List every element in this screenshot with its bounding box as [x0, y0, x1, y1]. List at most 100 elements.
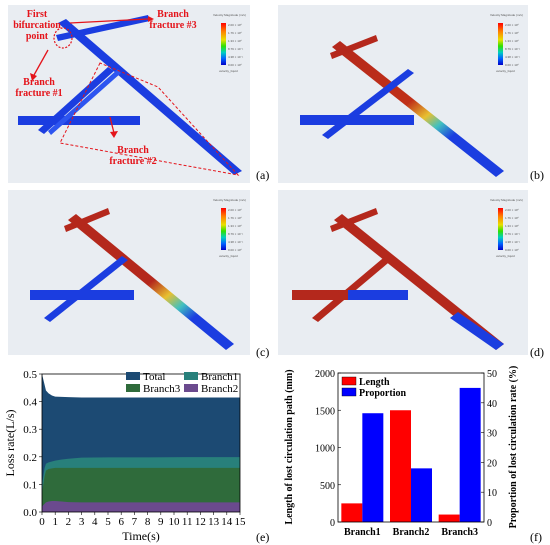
panel-c-simulation: Velocity Magnitude (m/s) 2.00 × 10⁰ 1.76…: [8, 190, 250, 355]
colorbar-tick: 4.38 × 10⁻¹: [505, 240, 520, 244]
branch-fracture-2-shape: [18, 116, 140, 125]
colorbar-tick: 4.38 × 10⁻¹: [505, 55, 520, 59]
x-tick-label: 15: [235, 516, 247, 528]
bifurcation-circle: [53, 27, 73, 49]
y-right-tick-label: 0: [487, 518, 492, 529]
colorbar-var: velocity_liquid: [496, 69, 515, 73]
bar-proportion-branch2: [411, 468, 432, 522]
bar-proportion-branch1: [362, 413, 384, 522]
branch-fracture-2-hot: [292, 290, 348, 300]
bar-series-group: [341, 387, 481, 522]
y-tick-label: 0.5: [23, 369, 37, 381]
annotation-first-bifurcation: First bifurcation point: [13, 9, 61, 42]
colorbar-tick: 8.79 × 10⁻¹: [505, 47, 520, 51]
x-tick-label: Branch3: [441, 527, 478, 538]
legend-swatch-branch3: [126, 384, 140, 392]
colorbar-c: [221, 208, 226, 250]
x-tick-label: 5: [105, 516, 111, 528]
area-branch3: [42, 467, 240, 512]
x-tick-label: 14: [221, 516, 233, 528]
main-fracture: [58, 19, 242, 175]
panel-label-d: (d): [530, 345, 544, 359]
y-left-tick-label: 1000: [315, 444, 335, 455]
x-tick-label: 0: [39, 516, 45, 528]
colorbar-tick: 2.00 × 10⁰: [505, 23, 520, 27]
x-tick-label: 10: [169, 516, 181, 528]
branch-fracture-2-shape: [300, 115, 414, 125]
legend-label-branch2: Branch2: [201, 383, 238, 395]
legend-swatch-length: [341, 376, 357, 386]
colorbar-tick: 1.33 × 10⁰: [228, 224, 243, 228]
y-tick-label: 0.0: [23, 507, 37, 519]
colorbar-d: [498, 208, 503, 250]
colorbar-var: velocity_liquid: [219, 69, 238, 73]
colorbar-tick: 8.79 × 10⁻¹: [505, 232, 520, 236]
x-tick-label: 9: [158, 516, 164, 528]
branch-fracture-3-shape: [56, 15, 150, 41]
colorbar-title-b: Velocity Magnitude (m/s): [490, 13, 523, 17]
fracture-network-d: Velocity Magnitude (m/s) 2.00 × 10⁰ 1.76…: [292, 198, 523, 350]
colorbar-tick: 1.33 × 10⁰: [228, 39, 243, 43]
colorbar-a: [221, 23, 226, 65]
x-tick-label: Branch1: [344, 527, 381, 538]
x-tick-label: 8: [145, 516, 151, 528]
branch-fracture-1-shape: [322, 69, 414, 139]
y-axis-right-title: Proportion of lost circulation rate (%): [508, 366, 519, 529]
legend-label-length: Length: [359, 377, 390, 388]
y-right-tick-label: 50: [487, 369, 497, 380]
legend-label-branch3: Branch3: [143, 383, 181, 395]
legend-label-total: Total: [143, 371, 165, 383]
y-tick-label: 0.2: [23, 452, 37, 464]
loss-rate-chart: 0 1 2 3 4 5 6 7 8 9 10 11 12 13 14 150.00.10.20.30.40.5…: [3, 369, 246, 543]
y-right-tick-label: 40: [487, 399, 497, 410]
panel-label-b: (b): [530, 168, 544, 182]
panel-d-simulation: Velocity Magnitude (m/s) 2.00 × 10⁰ 1.76…: [278, 190, 528, 355]
x-tick-label: 1: [52, 516, 58, 528]
y-left-tick-label: 1500: [315, 406, 335, 417]
axis-ticks: 0 1 2 3 4 5 6 7 8 9 10 11 12 13 14 150.00.10.20.30.40.5: [23, 369, 246, 528]
colorbar-tick: 1.76 × 10⁰: [228, 216, 243, 220]
branch-fracture-3-shape: [64, 208, 110, 232]
fracture-network-a: Velocity Magnitude (m/s) 2.00 × 10⁰ 1.76…: [18, 13, 246, 176]
bar-proportion-branch3: [459, 387, 481, 522]
bar-length-branch3: [438, 514, 460, 522]
annotation-branch1: Branch fracture #1: [15, 77, 63, 99]
annotation-branch3: Branch fracture #3: [149, 9, 197, 31]
panel-b-simulation: Velocity Magnitude (m/s) 2.00 × 10⁰ 1.76…: [278, 5, 528, 183]
colorbar-tick: 2.00 × 10⁰: [505, 208, 520, 212]
colorbar-tick: 8.79 × 10⁻¹: [228, 232, 243, 236]
main-fracture: [68, 214, 234, 350]
y-right-tick-label: 20: [487, 458, 497, 469]
colorbar-tick: 2.00 × 10⁰: [228, 208, 243, 212]
y-axis-left-title: Length of lost circulation path (mm): [284, 369, 295, 524]
colorbar-var: velocity_liquid: [219, 254, 238, 258]
panel-label-c: (c): [256, 345, 270, 359]
panel-a-simulation: Velocity Magnitude (m/s) 2.00 × 10⁰ 1.76…: [8, 5, 250, 183]
colorbar-tick: 1.76 × 10⁰: [505, 216, 520, 220]
y-right-tick-label: 30: [487, 429, 497, 440]
branch-fracture-1-shape: [44, 256, 128, 322]
dashed-region-outline: [59, 62, 240, 176]
x-tick-label: 12: [195, 516, 206, 528]
axis-ticks: Branch1 Branch2 Branch3 0 500 1000 1500 2000 0 10…: [315, 369, 497, 538]
y-tick-label: 0.1: [23, 479, 37, 491]
legend-swatch-proportion: [341, 387, 357, 397]
fracture-network-b: Velocity Magnitude (m/s) 2.00 × 10⁰ 1.76…: [300, 13, 523, 177]
branch-fracture-2-shape: [30, 290, 134, 300]
colorbar-var: velocity_liquid: [496, 254, 515, 258]
area-series-group: [42, 374, 240, 512]
colorbar-tick: 0.00 × 10⁰: [505, 248, 520, 252]
x-tick-label: 11: [182, 516, 193, 528]
colorbar-tick: 0.00 × 10⁰: [228, 63, 243, 67]
colorbar-tick: 0.00 × 10⁰: [505, 63, 520, 67]
main-fracture: [332, 41, 504, 177]
branch-fracture-1-face: [48, 69, 121, 135]
fracture-network-c: Velocity Magnitude (m/s) 2.00 × 10⁰ 1.76…: [30, 198, 246, 350]
colorbar-tick: 8.79 × 10⁻¹: [228, 47, 243, 51]
colorbar-tick: 1.76 × 10⁰: [228, 31, 243, 35]
bar-length-branch1: [341, 503, 363, 522]
y-left-tick-label: 0: [330, 518, 335, 529]
y-axis-title: Loss rate(L/s): [3, 410, 17, 477]
x-tick-label: 4: [92, 516, 98, 528]
